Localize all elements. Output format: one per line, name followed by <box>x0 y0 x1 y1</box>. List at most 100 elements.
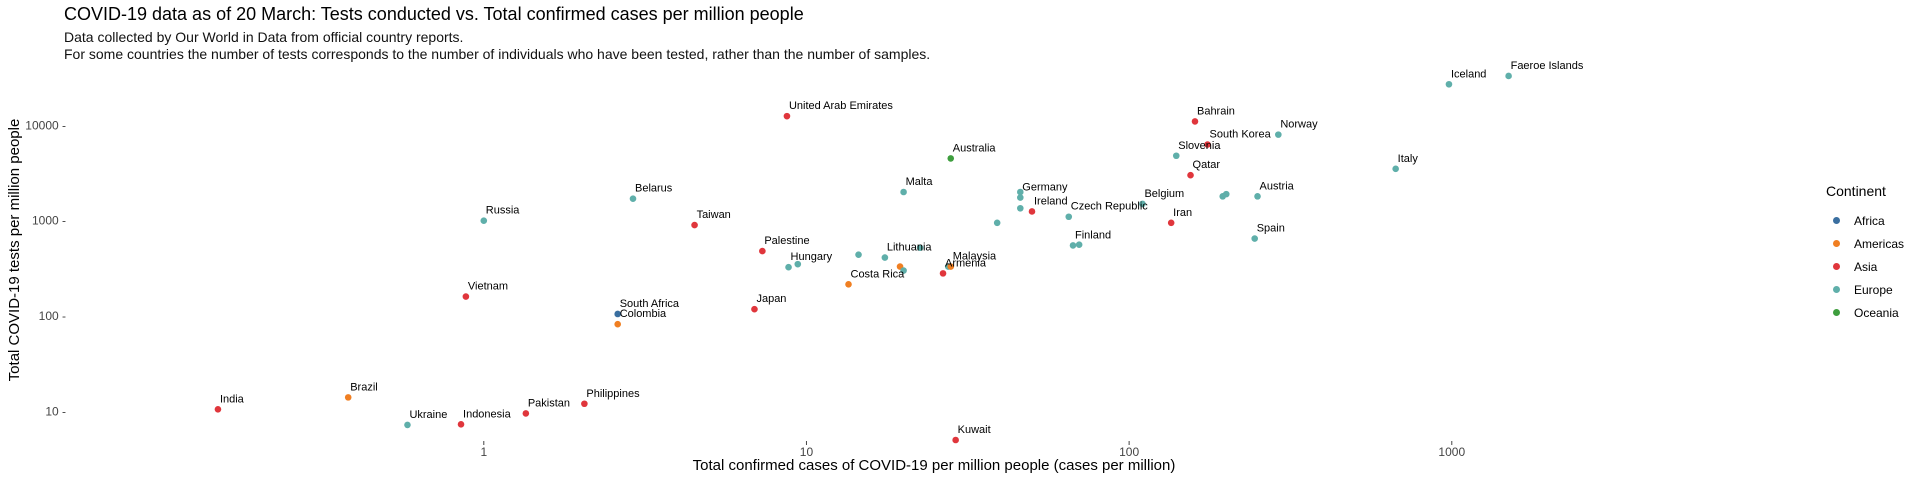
legend-item: Africa <box>1826 209 1904 232</box>
point-label: United Arab Emirates <box>789 100 893 112</box>
point-label: Slovenia <box>1178 140 1221 152</box>
point-label: Malta <box>906 176 934 188</box>
data-point <box>881 254 889 261</box>
legend-item: Americas <box>1826 232 1904 255</box>
point-label: Russia <box>486 205 521 217</box>
data-point <box>993 219 1001 227</box>
y-tick-label: 10000 - <box>25 118 66 132</box>
data-point <box>1505 72 1512 80</box>
data-point <box>581 400 588 408</box>
data-point <box>916 244 924 252</box>
legend-label: Oceania <box>1854 305 1899 320</box>
point-label: Hungary <box>791 251 833 263</box>
data-point <box>1065 213 1073 221</box>
data-point <box>480 217 488 224</box>
point-label: Belgium <box>1144 188 1184 200</box>
data-point <box>344 394 352 401</box>
point-label: Japan <box>756 293 786 305</box>
legend-marker <box>1833 240 1840 247</box>
data-point <box>855 251 862 258</box>
y-tick-label: 10 - <box>45 404 66 418</box>
y-axis-ticks: 10 - 100 - 1000 - 10000 - <box>25 118 66 418</box>
data-point <box>404 421 411 429</box>
point-label: Norway <box>1280 119 1318 131</box>
data-point <box>629 195 637 203</box>
legend-marker <box>1833 286 1840 293</box>
point-labels: India Brazil Ukraine Indonesia Vietnam Russia… <box>220 60 1584 436</box>
data-point <box>845 281 852 288</box>
point-label: Finland <box>1075 229 1111 241</box>
x-tick-label: 10 <box>800 445 814 459</box>
data-point <box>214 405 222 413</box>
point-label: Philippines <box>586 388 640 400</box>
chart-subtitle-line-1: Data collected by Our World in Data from… <box>64 29 464 45</box>
data-point <box>1204 141 1211 148</box>
legend: Continent Africa Americas Asia Europe Oceani… <box>1826 183 1904 324</box>
data-point <box>900 267 907 274</box>
x-tick-label: 1 <box>480 445 487 459</box>
point-label: India <box>220 393 245 405</box>
point-label: Iran <box>1173 207 1192 219</box>
data-point <box>952 436 959 444</box>
point-label: Malaysia <box>953 251 997 263</box>
data-point <box>1017 194 1024 201</box>
legend-item: Europe <box>1826 278 1904 301</box>
point-label: Indonesia <box>463 408 512 420</box>
legend-marker <box>1833 217 1840 224</box>
data-point <box>1445 80 1453 88</box>
legend-marker <box>1833 263 1840 270</box>
legend-label: Africa <box>1854 213 1885 228</box>
point-label: Faeroe Islands <box>1511 60 1584 72</box>
data-point <box>1392 165 1399 173</box>
point-label: Czech Republic <box>1071 201 1149 213</box>
data-point <box>947 263 955 270</box>
point-label: Spain <box>1257 223 1285 235</box>
data-point <box>614 320 621 328</box>
legend-label: Europe <box>1854 282 1893 297</box>
data-point <box>1251 235 1258 242</box>
data-point <box>783 112 791 120</box>
data-point <box>522 410 530 417</box>
legend-label: Americas <box>1854 236 1905 251</box>
data-point <box>1069 242 1077 249</box>
point-label: Brazil <box>350 381 378 393</box>
data-point <box>751 305 758 313</box>
point-label: Costa Rica <box>851 268 906 280</box>
x-axis-ticks: 1 10 100 1000 <box>480 441 1465 459</box>
data-point <box>947 155 955 162</box>
chart-subtitle-line-2: For some countries the number of tests c… <box>64 46 931 62</box>
point-label: Austria <box>1260 180 1295 192</box>
data-point <box>1167 219 1175 227</box>
point-label: Armenia <box>945 257 987 269</box>
legend-title: Continent <box>1826 183 1886 199</box>
legend-marker <box>1833 309 1840 316</box>
point-label: Ireland <box>1034 195 1068 207</box>
point-label: South Korea <box>1210 129 1272 141</box>
data-point <box>1017 204 1024 212</box>
data-point <box>759 247 766 255</box>
data-point <box>1017 188 1024 196</box>
point-label: Belarus <box>635 183 673 195</box>
point-label: Germany <box>1022 182 1068 194</box>
data-point <box>1028 208 1036 215</box>
point-label: South Africa <box>620 298 680 310</box>
data-point <box>691 221 698 229</box>
legend-item: Asia <box>1826 255 1904 278</box>
data-point <box>1075 241 1083 248</box>
point-label: Palestine <box>764 235 809 247</box>
data-point <box>1254 193 1261 200</box>
point-label: Vietnam <box>468 281 508 293</box>
chart-title: COVID-19 data as of 20 March: Tests cond… <box>64 4 804 24</box>
point-label: Bahrain <box>1197 105 1235 117</box>
data-point <box>614 310 621 318</box>
point-label: Taiwan <box>697 209 731 221</box>
point-label: Colombia <box>620 308 667 320</box>
y-tick-label: 1000 - <box>32 214 66 228</box>
data-point <box>462 293 470 300</box>
point-label: Qatar <box>1193 159 1221 171</box>
y-tick-label: 100 - <box>39 309 66 323</box>
point-label: Lithuania <box>887 242 933 254</box>
data-point <box>939 270 947 277</box>
data-point <box>457 421 465 428</box>
